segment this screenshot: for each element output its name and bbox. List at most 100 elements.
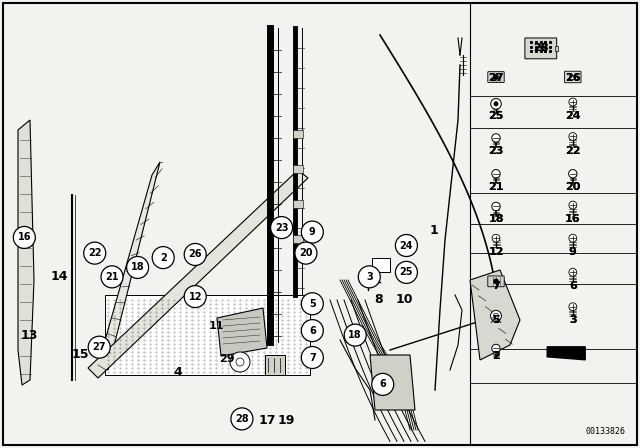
Text: 21: 21 bbox=[488, 182, 504, 192]
Text: 26: 26 bbox=[565, 73, 580, 83]
Text: 28: 28 bbox=[235, 414, 249, 424]
Bar bbox=[372, 258, 390, 272]
Text: 21: 21 bbox=[105, 272, 119, 282]
Text: 2: 2 bbox=[492, 351, 500, 361]
Circle shape bbox=[493, 313, 499, 319]
Text: 9: 9 bbox=[569, 247, 577, 257]
Text: 24: 24 bbox=[399, 241, 413, 250]
Text: 5: 5 bbox=[492, 315, 500, 325]
Text: 22: 22 bbox=[565, 146, 580, 156]
Text: 20: 20 bbox=[565, 182, 580, 192]
Text: 2: 2 bbox=[160, 253, 166, 263]
Text: 9: 9 bbox=[569, 247, 577, 257]
Text: 16: 16 bbox=[565, 214, 580, 224]
Text: 28: 28 bbox=[533, 43, 548, 53]
Text: 11: 11 bbox=[209, 321, 224, 331]
Text: 12: 12 bbox=[188, 292, 202, 302]
Bar bbox=[293, 200, 303, 208]
Circle shape bbox=[494, 279, 498, 284]
Circle shape bbox=[492, 234, 500, 242]
Text: 6: 6 bbox=[309, 326, 316, 336]
Text: 5: 5 bbox=[309, 299, 316, 309]
Text: 12: 12 bbox=[488, 247, 504, 257]
Circle shape bbox=[396, 261, 417, 284]
Circle shape bbox=[301, 319, 323, 342]
Bar bbox=[293, 130, 303, 138]
Text: 25: 25 bbox=[399, 267, 413, 277]
Text: 7: 7 bbox=[492, 281, 500, 291]
Text: 19: 19 bbox=[278, 414, 296, 427]
Text: 6: 6 bbox=[380, 379, 386, 389]
Bar bbox=[293, 235, 303, 243]
Polygon shape bbox=[370, 355, 415, 410]
Circle shape bbox=[101, 266, 123, 288]
FancyBboxPatch shape bbox=[525, 38, 557, 59]
Text: 14: 14 bbox=[50, 270, 68, 284]
Circle shape bbox=[184, 243, 206, 266]
Text: 7: 7 bbox=[309, 353, 316, 362]
Polygon shape bbox=[88, 170, 308, 378]
Text: 21: 21 bbox=[488, 182, 504, 192]
Polygon shape bbox=[470, 270, 520, 360]
Circle shape bbox=[494, 75, 498, 79]
Bar bbox=[555, 46, 558, 51]
Text: 9: 9 bbox=[309, 227, 316, 237]
Circle shape bbox=[492, 169, 500, 178]
Text: 26: 26 bbox=[188, 250, 202, 259]
Text: 15: 15 bbox=[71, 348, 89, 362]
Text: 18: 18 bbox=[488, 214, 504, 224]
Text: 29: 29 bbox=[220, 354, 235, 364]
Text: 4: 4 bbox=[173, 366, 182, 379]
Text: 27: 27 bbox=[488, 73, 504, 83]
Circle shape bbox=[569, 268, 577, 276]
Text: 16: 16 bbox=[565, 214, 580, 224]
Text: 18: 18 bbox=[488, 214, 504, 224]
Text: 25: 25 bbox=[488, 111, 504, 121]
Text: 3: 3 bbox=[366, 272, 372, 282]
Text: 27: 27 bbox=[488, 73, 504, 83]
Circle shape bbox=[494, 102, 498, 106]
Text: 18: 18 bbox=[348, 330, 362, 340]
FancyBboxPatch shape bbox=[488, 72, 504, 82]
Text: 12: 12 bbox=[488, 247, 504, 257]
Polygon shape bbox=[217, 308, 267, 356]
Circle shape bbox=[396, 234, 417, 257]
Text: 22: 22 bbox=[88, 248, 102, 258]
Bar bbox=[293, 165, 303, 173]
Polygon shape bbox=[18, 120, 34, 385]
Circle shape bbox=[569, 234, 577, 242]
Polygon shape bbox=[265, 355, 285, 375]
FancyBboxPatch shape bbox=[488, 276, 504, 287]
Text: 7: 7 bbox=[492, 281, 500, 291]
Text: 2: 2 bbox=[492, 351, 500, 361]
FancyBboxPatch shape bbox=[564, 71, 581, 83]
Circle shape bbox=[492, 134, 500, 142]
Text: 20: 20 bbox=[565, 182, 580, 192]
Circle shape bbox=[372, 373, 394, 396]
Circle shape bbox=[492, 202, 500, 211]
Circle shape bbox=[13, 226, 35, 249]
Polygon shape bbox=[98, 162, 160, 370]
Circle shape bbox=[491, 99, 501, 109]
Text: 10: 10 bbox=[396, 293, 413, 306]
Circle shape bbox=[295, 242, 317, 264]
Text: 5: 5 bbox=[492, 315, 500, 325]
Circle shape bbox=[271, 216, 292, 239]
Circle shape bbox=[301, 221, 323, 243]
Polygon shape bbox=[547, 347, 585, 360]
Text: 17: 17 bbox=[259, 414, 276, 427]
Text: 3: 3 bbox=[569, 315, 577, 325]
Text: 23: 23 bbox=[488, 146, 504, 156]
Circle shape bbox=[490, 310, 502, 321]
Circle shape bbox=[84, 242, 106, 264]
Text: 6: 6 bbox=[569, 281, 577, 291]
Text: 8: 8 bbox=[374, 293, 383, 306]
Text: 1: 1 bbox=[429, 224, 438, 237]
Text: 27: 27 bbox=[92, 342, 106, 352]
Circle shape bbox=[569, 303, 577, 310]
Circle shape bbox=[344, 324, 366, 346]
Circle shape bbox=[230, 352, 250, 372]
Circle shape bbox=[152, 246, 174, 269]
Text: 6: 6 bbox=[569, 281, 577, 291]
Text: 24: 24 bbox=[565, 111, 580, 121]
